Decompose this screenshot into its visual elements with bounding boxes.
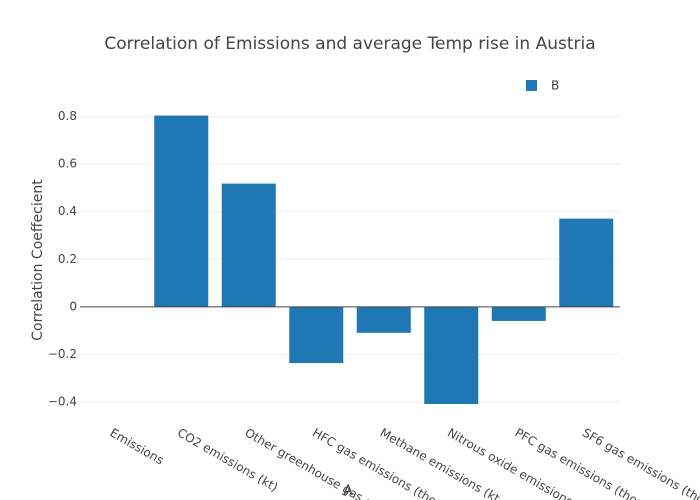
x-axis-title: A (343, 483, 353, 499)
bar (221, 183, 276, 307)
y-axis-title: Correlation Coeffecient (30, 179, 46, 341)
y-tick-label: −0.2 (48, 347, 77, 361)
bar (491, 306, 546, 321)
x-tick-label: Emissions (108, 426, 167, 468)
bar (424, 306, 479, 405)
legend-swatch (526, 80, 537, 91)
legend-label: B (551, 79, 559, 93)
y-tick-label: 0.4 (58, 204, 77, 218)
y-tick-label: 0 (69, 299, 77, 313)
bar (154, 115, 209, 307)
bar (559, 218, 614, 307)
chart-title: Correlation of Emissions and average Tem… (104, 34, 595, 54)
y-tick-label: 0.6 (58, 157, 77, 171)
y-tick-label: −0.4 (48, 395, 77, 409)
bar (356, 306, 411, 333)
y-tick-label: 0.2 (58, 252, 77, 266)
bar (289, 306, 344, 364)
x-tick-label: SF6 gas emissions (thousand metric tons … (580, 426, 700, 500)
y-tick-label: 0.8 (58, 109, 77, 123)
